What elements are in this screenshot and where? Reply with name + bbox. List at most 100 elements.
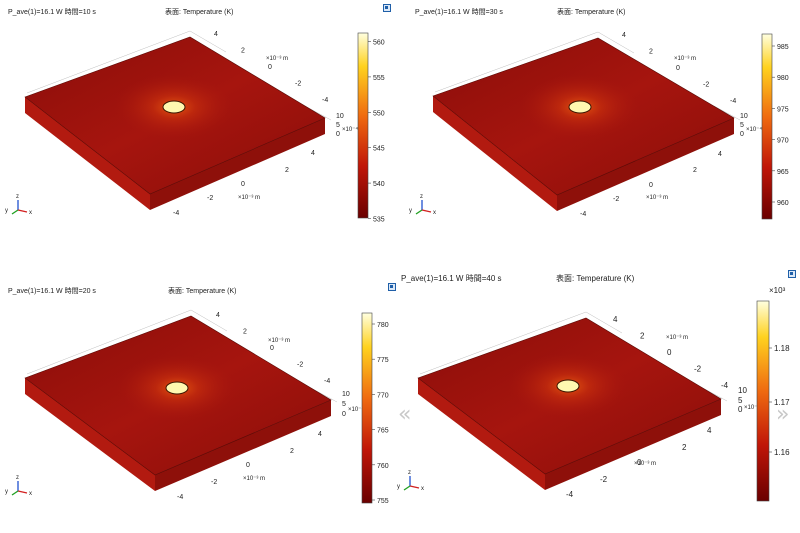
x-tick-label: 4 [718,151,722,158]
grid-line [190,309,228,332]
export-icon[interactable] [788,270,796,278]
hot-spot [162,100,186,114]
z-tick-label: 0 [342,411,346,418]
plate-front-face [150,118,325,210]
triad-y-axis [11,490,19,496]
grid-line [713,105,741,121]
x-tick-label: 0 [649,182,653,189]
colorbar-tick-label: 765 [377,428,389,435]
x-tick-label: 2 [682,443,687,452]
plot-panel-20s[interactable]: P_ave(1)=16.1 W 時間=20 s 表面: Temperature … [0,266,400,533]
colorbar [756,300,770,502]
next-arrow[interactable]: » [776,402,790,427]
y-tick-label: 4 [216,312,220,319]
x-tick-label: -4 [580,211,586,218]
x-tick-label: 2 [693,167,697,174]
z-tick-label: 0 [740,131,744,138]
triad-z-label: z [16,475,19,481]
triad-z-label: z [16,194,19,200]
x-axis-unit: ×10⁻³ m [646,195,668,201]
y-tick-label: 4 [613,315,618,324]
plot-subtitle: 表面: Temperature (K) [557,9,626,16]
hot-spot [556,379,580,393]
z-axis-unit: ×10⁻⁴ m [746,126,769,133]
plate-left-face [25,378,155,491]
y-tick-label: 4 [622,32,626,39]
axis-triad: z x y [397,470,424,492]
z-tick-label: 0 [336,131,340,138]
triad-x-label: x [29,491,32,497]
grid-line [434,31,599,93]
z-axis-unit: ×10⁻⁴ m [348,406,371,413]
x-axis-unit: ×10⁻³ m [243,476,265,482]
y-tick-label: 0 [667,348,672,357]
triad-y-axis [403,485,411,491]
previous-arrow[interactable]: « [398,402,412,427]
triad-z-label: z [408,470,411,476]
plate-front-face [557,118,734,211]
colorbar-tick-label: 980 [777,75,789,82]
plot-subtitle: 表面: Temperature (K) [168,288,237,295]
colorbar-tick-label: 1.17 [774,398,790,407]
z-tick-label: 10 [336,113,344,120]
colorbar-tick-label: 770 [377,392,389,399]
plate-left-face [25,97,150,210]
colorbar-tick-label: 555 [373,75,385,82]
y-tick-label: -4 [721,381,729,390]
y-tick-label: 2 [243,329,247,336]
colorbar-tick-label: 545 [373,146,385,153]
triad-x-axis [17,490,28,494]
colorbar-tick-label: 985 [777,44,789,51]
plot-panel-30s[interactable]: P_ave(1)=16.1 W 時間=30 s 表面: Temperature … [400,0,800,266]
x-tick-label: -4 [177,494,183,501]
plot-subtitle: 表面: Temperature (K) [556,274,635,283]
plot-panel-40s[interactable]: P_ave(1)=16.1 W 時間=40 s 表面: Temperature … [397,266,800,533]
plot-title: P_ave(1)=16.1 W 時間=10 s [8,9,96,16]
colorbar-tick-label: 775 [377,357,389,364]
x-tick-label: -4 [566,490,574,499]
x-tick-label: 2 [290,448,294,455]
y-axis-unit: ×10⁻³ m [666,335,688,341]
colorbar-tick-label: 550 [373,110,385,117]
axis-triad: z x y [409,194,436,216]
plate-left-face [433,96,557,211]
export-icon[interactable] [388,283,396,291]
colorbar-tick-label: 780 [377,322,389,329]
plot-panel-10s[interactable]: P_ave(1)=16.1 W 時間=10 s 表面: Temperature … [0,0,400,266]
x-tick-label: 4 [311,150,315,157]
grid-line [26,30,191,94]
z-tick-label: 0 [738,405,743,414]
y-tick-label: -2 [295,81,301,88]
grid-line [189,30,227,53]
x-tick-label: 0 [241,181,245,188]
triad-x-axis [421,209,432,213]
colorbar [361,312,373,504]
z-axis-unit: ×10⁻⁴ m [342,126,365,133]
y-tick-label: 2 [241,48,245,55]
y-tick-label: -4 [730,98,736,105]
x-tick-label: 4 [707,426,712,435]
triad-y-label: y [409,208,412,214]
triad-z-label: z [420,194,423,200]
triad-y-label: y [5,489,8,495]
x-tick-label: -2 [600,475,608,484]
z-tick-label: 5 [336,122,340,129]
z-tick-label: 10 [740,113,748,120]
plot-title: P_ave(1)=16.1 W 時間=30 s [415,9,503,16]
grid-line [26,309,192,375]
y-tick-label: -2 [703,82,709,89]
y-tick-label: 2 [649,49,653,56]
y-axis-unit: ×10⁻³ m [266,56,288,62]
x-tick-label: 0 [246,462,250,469]
plate-front-face [545,399,721,490]
colorbar-tick-label: 965 [777,169,789,176]
z-tick-label: 5 [740,122,744,129]
plot-subtitle: 表面: Temperature (K) [165,9,234,16]
y-tick-label: -4 [322,97,328,104]
z-tick-label: 10 [342,391,350,398]
export-icon[interactable] [383,4,391,12]
